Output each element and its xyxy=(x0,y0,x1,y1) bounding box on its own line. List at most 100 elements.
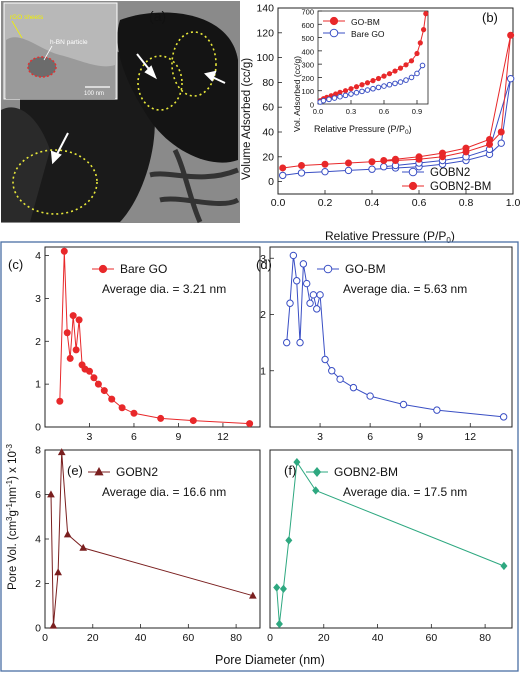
data-point xyxy=(316,291,324,299)
shared-xlabel: Pore Diameter (nm) xyxy=(215,653,325,667)
tem-inset-sheet xyxy=(6,37,115,99)
x-tick-label: 20 xyxy=(87,632,99,644)
inset-particle-outline xyxy=(27,56,57,78)
x-tick-label: 12 xyxy=(464,431,476,443)
y-tick-label: 400 xyxy=(301,47,314,56)
inset-xlabel: Relative Pressure (P/P0) xyxy=(314,124,412,136)
data-point xyxy=(60,247,68,255)
y-tick-label: 0 xyxy=(268,176,274,188)
data-point xyxy=(364,80,371,86)
x-tick-label: 60 xyxy=(425,632,437,644)
data-point xyxy=(320,97,327,104)
data-point xyxy=(380,163,388,171)
data-point xyxy=(321,160,329,168)
data-point xyxy=(312,486,320,495)
data-point xyxy=(313,305,321,313)
y-tick-label: 3 xyxy=(35,293,41,305)
y-tick-label: 120 xyxy=(256,27,274,39)
highlight-ellipse xyxy=(12,149,98,215)
data-point xyxy=(328,367,336,375)
data-point xyxy=(293,277,301,285)
legend-marker xyxy=(94,467,104,476)
data-point xyxy=(414,70,420,77)
data-point xyxy=(57,448,66,456)
data-point xyxy=(246,420,254,428)
data-point xyxy=(75,316,83,324)
panel-a-tem-image: rGO sheets h-BN particle 100 nm (a) xyxy=(1,1,240,224)
series-line-gobn2 xyxy=(282,78,512,176)
data-point xyxy=(85,367,93,375)
legend-label: GO-BM xyxy=(345,262,386,276)
data-point xyxy=(408,58,415,64)
data-point xyxy=(296,338,304,347)
data-point xyxy=(359,82,365,88)
data-point xyxy=(349,383,358,392)
data-point xyxy=(485,135,493,143)
data-point xyxy=(248,591,257,599)
panel-b-xlabel: Relative Pressure (P/P0) xyxy=(325,229,455,245)
data-point xyxy=(297,169,306,177)
x-tick-label: 0.6 xyxy=(379,107,389,116)
x-tick-label: 80 xyxy=(230,632,242,644)
data-point xyxy=(331,95,338,101)
data-point xyxy=(279,584,287,594)
data-point xyxy=(79,543,88,551)
data-point xyxy=(421,27,427,33)
data-point xyxy=(321,355,329,364)
series-line-gobn2-bm xyxy=(282,35,512,169)
data-point xyxy=(342,92,349,99)
scale-bar-label: 100 nm xyxy=(84,91,104,97)
y-tick-label: 0 xyxy=(310,101,314,110)
data-point xyxy=(130,409,138,417)
panel-b-plot: 0.0 0.2 0.4 0.6 0.8 1.0 0 20 40 60 80 100 120 140 GOBN… xyxy=(256,3,520,210)
data-point xyxy=(397,79,404,85)
data-point xyxy=(423,11,429,17)
data-point xyxy=(326,96,332,103)
legend-label-gobn2: GOBN2 xyxy=(430,167,470,179)
inset-legend-bare-go: Bare GO xyxy=(351,29,385,39)
data-point xyxy=(507,31,515,39)
series-line-bare-go xyxy=(59,251,250,425)
x-tick-label: 80 xyxy=(479,632,491,644)
series-line-go-bm xyxy=(286,255,504,418)
y-tick-label: 40 xyxy=(262,127,274,139)
x-tick-label: 40 xyxy=(372,632,384,644)
panel-label-d: (d) xyxy=(256,257,272,272)
data-point xyxy=(279,171,287,180)
panel-b-inset-plot: 0.0 0.3 0.6 0.9 0 100 200 300 400 500 600 700 GO-BM B… xyxy=(301,8,429,116)
panel-b: 0.0 0.2 0.4 0.6 0.8 1.0 0 20 40 60 80 100 120 140 GOBN… xyxy=(241,3,520,246)
panel-label-c: (c) xyxy=(8,257,23,272)
x-tick-label: 60 xyxy=(182,632,194,644)
data-point xyxy=(282,338,291,347)
data-point xyxy=(90,374,98,382)
data-point xyxy=(344,166,353,175)
data-point xyxy=(375,75,382,82)
data-point xyxy=(370,78,376,84)
data-point xyxy=(497,139,505,147)
x-tick-label: 0.6 xyxy=(412,197,427,209)
panel-e: 0 20 40 60 80 0 2 4 6 8 GOBN2 Average dia. = 16.6 n… xyxy=(35,445,261,644)
y-tick-label: 300 xyxy=(301,61,314,70)
data-point xyxy=(368,158,376,166)
panel-d-axes-frame xyxy=(269,246,513,428)
data-point xyxy=(47,490,55,498)
legend-marker xyxy=(408,181,418,191)
data-point xyxy=(381,83,387,89)
y-tick-label: 2 xyxy=(35,336,41,348)
data-point xyxy=(289,251,298,260)
data-point xyxy=(297,161,305,169)
panel-label-b: (b) xyxy=(482,10,498,25)
y-tick-label: 6 xyxy=(35,489,41,501)
data-point xyxy=(380,157,388,165)
data-point xyxy=(286,299,294,307)
x-tick-label: 9 xyxy=(176,431,182,443)
data-point xyxy=(381,73,387,79)
legend-label-gobn2-bm: GOBN2-BM xyxy=(430,181,491,193)
panel-b-axes-frame xyxy=(277,7,514,195)
tem-dark-region xyxy=(1,107,50,222)
inset-arrow xyxy=(11,20,23,39)
panel-label-f: (f) xyxy=(284,463,296,478)
